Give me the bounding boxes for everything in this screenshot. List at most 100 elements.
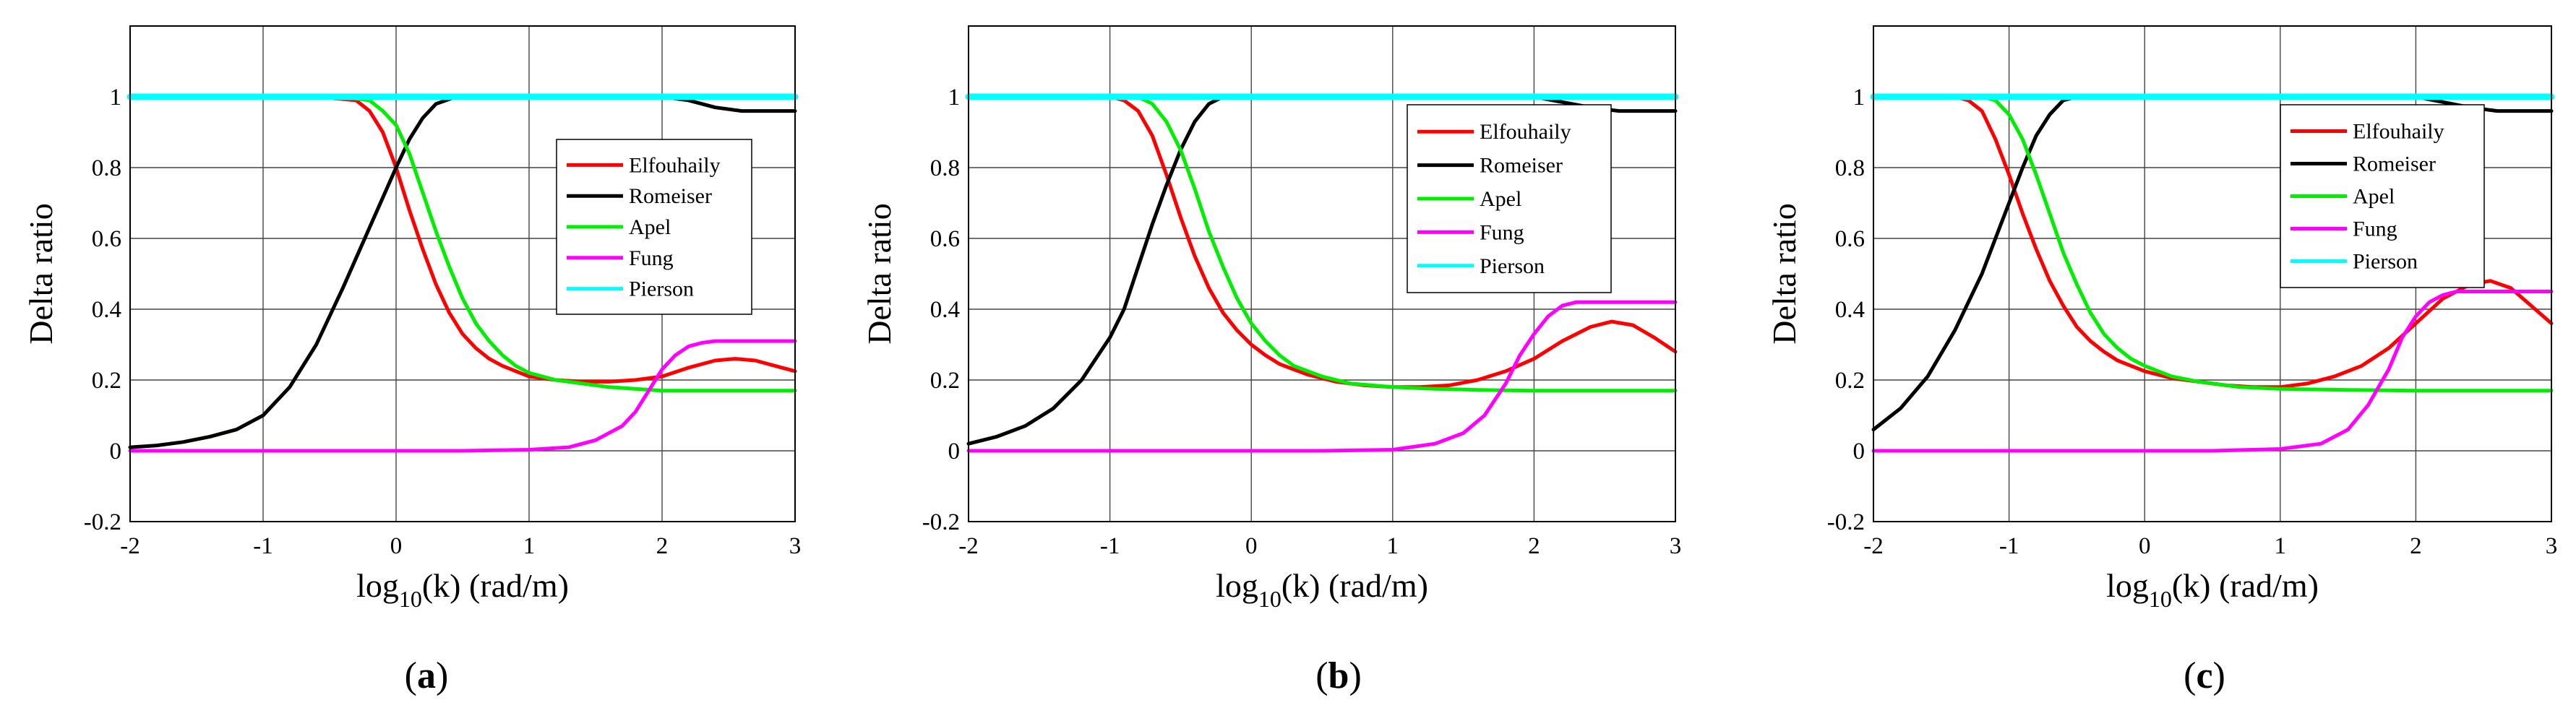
legend: Elfouhaily Romeiser Apel Fung Pierson — [1407, 104, 1612, 293]
series-line-romeiser — [966, 95, 1678, 446]
y-axis-label: Delta ratio — [1766, 203, 1803, 344]
y-tick-label: -0.2 — [1827, 509, 1865, 535]
x-tick-label: 1 — [2275, 533, 2287, 559]
chart-a: -2 -1 0 1 2 3 -0.2 0 0.2 0.4 0.6 0.8 1 Delta ratio log… — [22, 25, 802, 696]
caption-letter: c — [2196, 655, 2212, 696]
legend: Elfouhaily Romeiser Apel Fung Pierson — [2280, 104, 2485, 288]
y-tick-label: 0.8 — [92, 155, 121, 181]
y-tick-label: 0.2 — [1835, 368, 1865, 394]
y-tick-label: 0.2 — [930, 368, 960, 394]
y-tick-label: -0.2 — [84, 509, 121, 535]
plot-frame — [129, 25, 796, 522]
y-tick-label: 1 — [110, 85, 122, 111]
series-line-apel — [966, 95, 1678, 393]
series-line-romeiser — [1871, 95, 2554, 432]
y-tick-label: 0.6 — [92, 226, 121, 252]
x-axis-label-subscript: 10 — [1258, 586, 1281, 612]
x-tick-label: -1 — [1100, 533, 1120, 559]
x-tick-label: -1 — [253, 533, 273, 559]
y-tick-label: 1 — [948, 85, 961, 111]
chart-b: -2 -1 0 1 2 3 -0.2 0 0.2 0.4 0.6 0.8 1 Delta ratio log… — [861, 25, 1682, 696]
legend-label-apel: Apel — [1480, 187, 1521, 211]
legend-label-romeiser: Romeiser — [1480, 154, 1563, 178]
x-axis-label-unit: (k) (rad/m) — [422, 567, 569, 604]
y-tick-label: 0.8 — [1835, 155, 1865, 181]
legend-label-elfouhaily: Elfouhaily — [2353, 120, 2444, 144]
x-axis-label-unit: (k) (rad/m) — [2172, 567, 2319, 604]
x-tick-label: -2 — [1863, 533, 1884, 559]
panel-caption: (a) — [405, 655, 449, 696]
legend-label-apel: Apel — [629, 215, 671, 239]
x-tick-label: 2 — [656, 533, 669, 559]
x-tick-label: -2 — [958, 533, 979, 559]
y-tick-label: 1 — [1853, 85, 1866, 111]
legend-label-romeiser: Romeiser — [2353, 152, 2436, 176]
caption-open: ( — [1315, 655, 1328, 696]
caption-close: ) — [436, 655, 448, 696]
x-tick-label: 3 — [2546, 533, 2558, 559]
y-tick-label: 0 — [110, 439, 122, 465]
caption-letter: a — [417, 655, 436, 696]
legend-label-fung: Fung — [1480, 220, 1524, 244]
x-tick-label: 0 — [1245, 533, 1258, 559]
x-axis-label-base: log — [356, 567, 399, 604]
legend-label-fung: Fung — [2353, 217, 2397, 241]
caption-letter: b — [1328, 655, 1349, 696]
chart-c: -2 -1 0 1 2 3 -0.2 0 0.2 0.4 0.6 0.8 1 Delta ratio log… — [1766, 25, 2558, 696]
caption-close: ) — [1349, 655, 1361, 696]
x-axis-label-unit: (k) (rad/m) — [1281, 567, 1428, 604]
y-tick-label: 0.8 — [930, 155, 960, 181]
x-axis-label: log10(k) (rad/m) — [1216, 567, 1428, 612]
legend-label-pierson: Pierson — [629, 277, 694, 301]
y-axis-label: Delta ratio — [22, 203, 59, 344]
x-axis-label-base: log — [1216, 567, 1258, 604]
legend-label-fung: Fung — [629, 246, 674, 270]
x-axis-label: log10(k) (rad/m) — [2106, 567, 2319, 612]
caption-open: ( — [405, 655, 417, 696]
series-line-apel — [1871, 95, 2554, 393]
x-tick-label: 0 — [2139, 533, 2151, 559]
y-tick-label: 0.4 — [92, 297, 121, 323]
series-line-elfouhaily — [128, 95, 797, 384]
legend-label-apel: Apel — [2353, 185, 2395, 209]
y-axis-label: Delta ratio — [861, 203, 898, 344]
series-line-fung — [128, 339, 797, 453]
x-axis-label-base: log — [2106, 567, 2149, 604]
x-tick-label: 1 — [523, 533, 536, 559]
x-tick-label: 3 — [789, 533, 802, 559]
panel-caption: (b) — [1315, 655, 1362, 696]
y-tick-label: 0.4 — [1835, 297, 1865, 323]
x-tick-label: 3 — [1670, 533, 1682, 559]
x-tick-label: -2 — [120, 533, 140, 559]
series-line-fung — [966, 300, 1678, 453]
x-tick-label: -1 — [1999, 533, 2019, 559]
series-line-apel — [128, 95, 797, 393]
y-tick-label: 0.6 — [1835, 226, 1865, 252]
caption-open: ( — [2184, 655, 2196, 696]
x-axis-label-subscript: 10 — [2149, 586, 2172, 612]
plot-frame — [1873, 25, 2552, 522]
plot-frame — [968, 25, 1676, 522]
x-axis-label-subscript: 10 — [399, 586, 422, 612]
legend-label-elfouhaily: Elfouhaily — [629, 153, 721, 177]
legend-label-pierson: Pierson — [1480, 254, 1545, 278]
x-tick-label: 2 — [2410, 533, 2422, 559]
legend-label-romeiser: Romeiser — [629, 184, 712, 208]
y-tick-label: -0.2 — [922, 509, 960, 535]
legend-label-elfouhaily: Elfouhaily — [1480, 120, 1571, 144]
x-tick-label: 0 — [390, 533, 403, 559]
x-tick-label: 1 — [1387, 533, 1399, 559]
caption-close: ) — [2213, 655, 2225, 696]
x-axis-label: log10(k) (rad/m) — [356, 567, 569, 612]
legend-label-pierson: Pierson — [2353, 250, 2418, 274]
y-tick-label: 0 — [948, 439, 961, 465]
y-tick-label: 0.6 — [930, 226, 960, 252]
series-line-elfouhaily — [966, 95, 1678, 389]
panel-caption: (c) — [2184, 655, 2225, 696]
y-tick-label: 0.2 — [92, 368, 121, 394]
y-tick-label: 0.4 — [930, 297, 960, 323]
x-tick-label: 2 — [1528, 533, 1540, 559]
series-line-fung — [1871, 290, 2554, 453]
